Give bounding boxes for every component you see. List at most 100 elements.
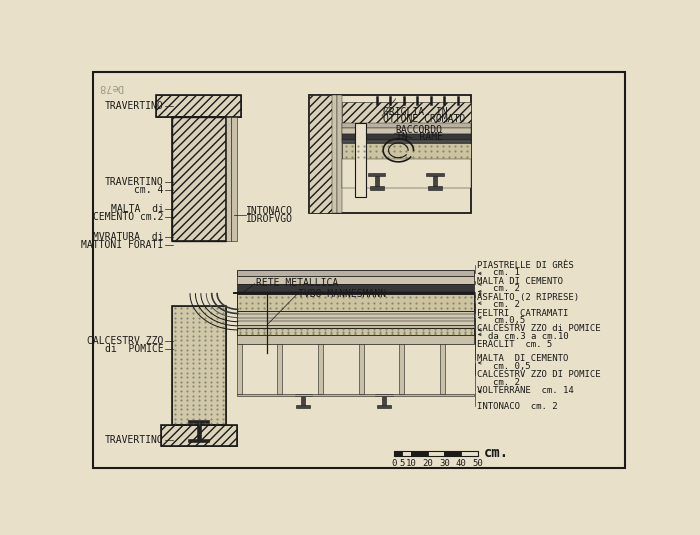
Text: cm. 2: cm. 2 — [494, 378, 520, 387]
Text: 50: 50 — [473, 459, 484, 468]
Bar — [411, 450, 428, 456]
Text: 5: 5 — [400, 459, 405, 468]
Bar — [400, 345, 405, 394]
Bar — [342, 102, 470, 123]
Bar — [156, 95, 241, 117]
Text: ERACLIT  cm. 5: ERACLIT cm. 5 — [477, 340, 552, 349]
Bar — [342, 134, 470, 140]
Bar — [172, 306, 226, 425]
Text: di  POMICE: di POMICE — [105, 344, 163, 354]
Text: TRAVERTINO: TRAVERTINO — [105, 101, 163, 111]
Text: OTTONE CROMATO: OTTONE CROMATO — [383, 114, 466, 125]
Bar — [342, 123, 470, 128]
Bar — [226, 117, 231, 241]
Text: cm. 2: cm. 2 — [494, 300, 520, 309]
Text: INTONACO  cm. 2: INTONACO cm. 2 — [477, 402, 558, 411]
Bar — [440, 345, 445, 394]
Bar — [428, 186, 442, 190]
Bar — [237, 291, 475, 294]
Bar — [237, 345, 242, 394]
Text: MALTA  DI CEMENTO: MALTA DI CEMENTO — [477, 354, 568, 363]
Bar — [342, 128, 470, 134]
Text: CALCESTRV ZZO di POMICE: CALCESTRV ZZO di POMICE — [477, 324, 601, 333]
Bar — [188, 420, 209, 423]
Text: TRAVERTINO: TRAVERTINO — [105, 177, 163, 187]
Bar — [237, 284, 475, 291]
Bar — [444, 450, 461, 456]
Bar — [426, 173, 444, 176]
Bar — [237, 335, 475, 345]
Bar — [237, 325, 475, 328]
Text: 0: 0 — [391, 459, 397, 468]
Text: 10: 10 — [405, 459, 416, 468]
Bar — [433, 176, 437, 187]
Text: De78: De78 — [98, 82, 122, 92]
Bar — [237, 277, 475, 284]
Text: MALTA  di: MALTA di — [111, 204, 163, 214]
Bar — [237, 294, 475, 311]
Text: MVRATURA  di: MVRATURA di — [93, 232, 163, 242]
Text: VOLTERRANE  cm. 14: VOLTERRANE cm. 14 — [477, 386, 574, 395]
Text: PIASTRELLE DI GRÈS: PIASTRELLE DI GRÈS — [477, 261, 574, 270]
Text: FELTRI  CATRAMATI: FELTRI CATRAMATI — [477, 309, 568, 318]
Bar — [161, 425, 237, 447]
Text: GRIGLIA  IN: GRIGLIA IN — [383, 107, 448, 117]
Bar — [231, 117, 237, 241]
Bar — [377, 406, 391, 408]
Text: RACCORDO: RACCORDO — [395, 125, 442, 135]
Bar — [461, 450, 478, 456]
Text: cm. 4: cm. 4 — [134, 185, 163, 195]
Bar — [237, 394, 475, 396]
Bar — [161, 425, 237, 447]
Bar — [337, 95, 342, 213]
Bar — [156, 95, 241, 117]
Bar — [382, 396, 386, 406]
Bar — [172, 306, 226, 425]
Text: IN  RAME: IN RAME — [395, 132, 442, 142]
Bar — [309, 95, 332, 213]
Text: INTONACO: INTONACO — [246, 207, 293, 216]
Text: 30: 30 — [439, 459, 450, 468]
Bar — [197, 423, 201, 439]
Bar — [188, 439, 209, 442]
Bar — [394, 450, 402, 456]
Text: TVBO MANNESMANN: TVBO MANNESMANN — [298, 289, 386, 299]
Text: CEMENTO cm.2: CEMENTO cm.2 — [93, 212, 163, 223]
Bar — [332, 95, 337, 213]
Bar — [428, 450, 444, 456]
Bar — [375, 394, 393, 396]
Bar — [172, 117, 226, 241]
Bar — [342, 140, 470, 143]
Bar — [342, 159, 470, 188]
Bar — [370, 186, 384, 190]
Bar — [277, 345, 282, 394]
Bar — [237, 311, 475, 325]
Bar — [301, 396, 305, 406]
Bar — [172, 117, 226, 241]
Text: cm. 2: cm. 2 — [494, 284, 520, 293]
Bar — [309, 95, 470, 213]
Text: 40: 40 — [456, 459, 467, 468]
Bar — [394, 450, 478, 456]
Bar — [318, 345, 323, 394]
Bar — [237, 328, 475, 335]
Bar — [368, 173, 386, 176]
Text: MALTA DI CEMENTO: MALTA DI CEMENTO — [477, 277, 563, 286]
Text: TRAVERTINO: TRAVERTINO — [105, 435, 163, 445]
Text: 20: 20 — [422, 459, 433, 468]
Text: CALCESTRV ZZO DI POMICE: CALCESTRV ZZO DI POMICE — [477, 370, 601, 379]
Bar — [355, 123, 366, 197]
Bar — [374, 176, 379, 187]
Text: da cm.3 a cm.10: da cm.3 a cm.10 — [488, 332, 568, 341]
Text: ASFALTO (2 RIPRESE): ASFALTO (2 RIPRESE) — [477, 293, 579, 302]
Bar — [237, 294, 475, 311]
Bar — [358, 345, 363, 394]
Bar — [402, 450, 411, 456]
Text: CALCESTRV ZZO: CALCESTRV ZZO — [87, 336, 163, 346]
Bar — [237, 270, 475, 277]
Text: IDROFVGO: IDROFVGO — [246, 214, 293, 224]
Bar — [296, 406, 310, 408]
Bar — [342, 143, 470, 159]
Text: cm.: cm. — [484, 446, 509, 460]
Text: cm. 1: cm. 1 — [494, 268, 520, 277]
